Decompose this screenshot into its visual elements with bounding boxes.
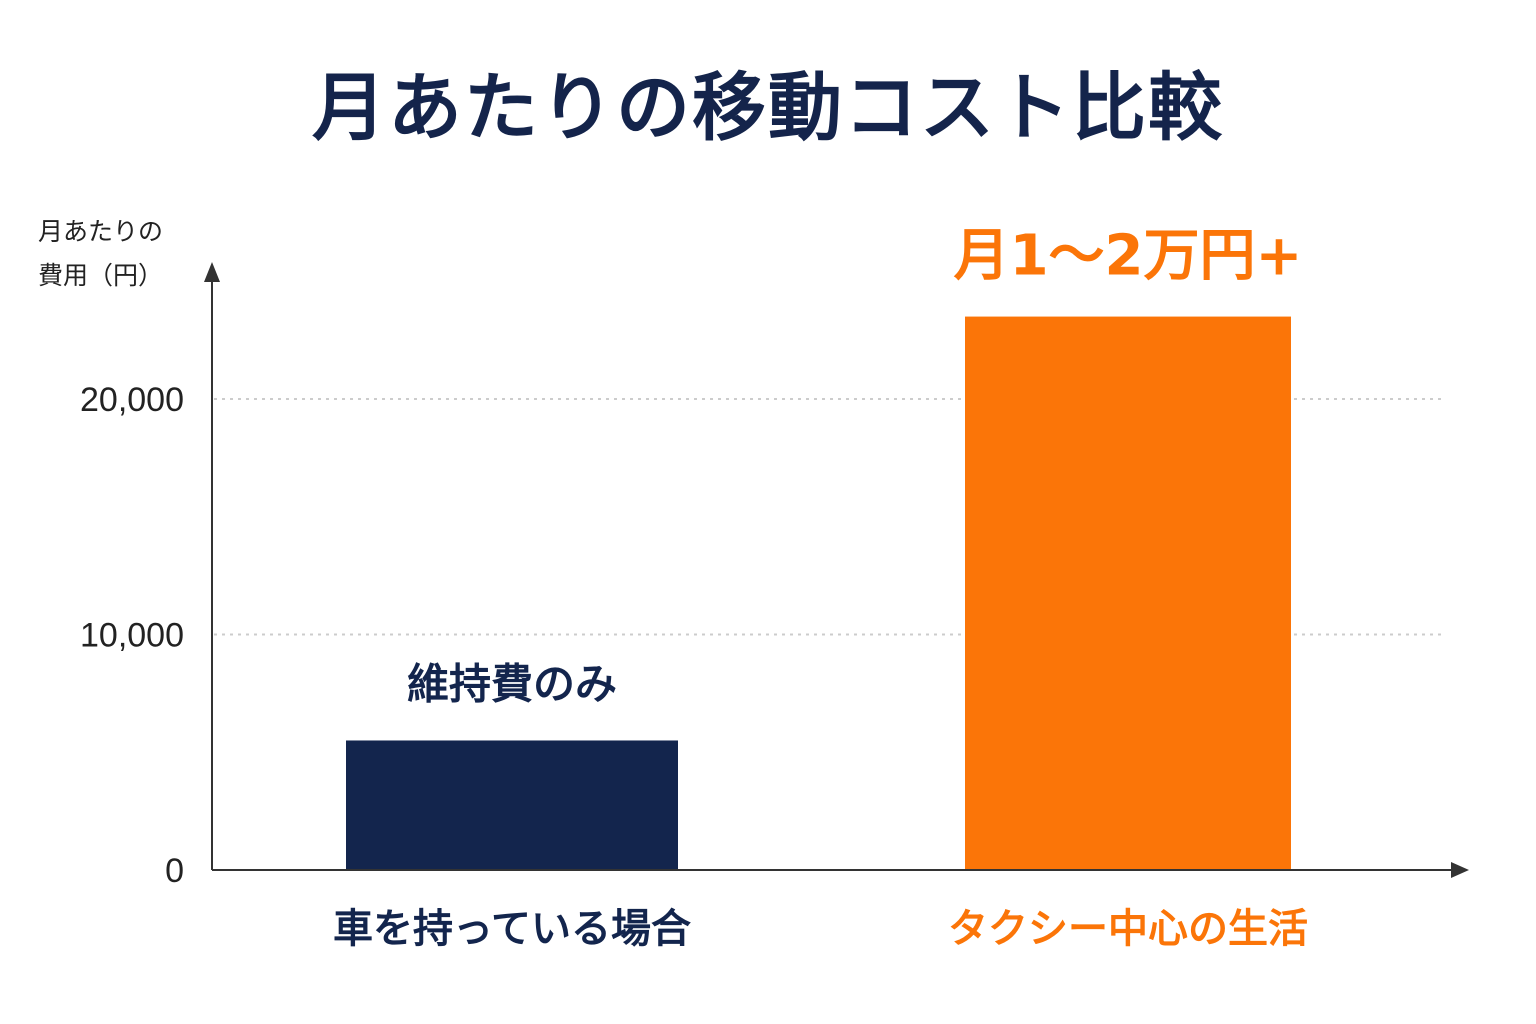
bar-annotations: 維持費のみ 月1〜2万円+ — [407, 224, 1302, 709]
bar-annotation: 月1〜2万円+ — [954, 224, 1303, 289]
axes — [204, 262, 1469, 878]
bar-annotation: 維持費のみ — [407, 659, 617, 708]
bar — [965, 316, 1291, 870]
y-tick-labels: 0 10,000 20,000 — [80, 381, 184, 890]
y-tick-label: 0 — [165, 852, 184, 890]
x-axis-arrow-icon — [1451, 862, 1469, 878]
bars — [346, 316, 1291, 870]
y-axis-label: 月あたりの 費用（円） — [38, 217, 171, 290]
y-axis-label-line-2: 費用（円） — [38, 261, 163, 290]
x-category-labels: 車を持っている場合 タクシー中心の生活 — [333, 906, 1308, 952]
y-axis-arrow-icon — [204, 262, 220, 282]
y-tick-label: 10,000 — [80, 617, 184, 655]
chart-title: 月あたりの移動コスト比較 — [312, 65, 1224, 151]
y-tick-label: 20,000 — [80, 381, 184, 419]
x-category-label: タクシー中心の生活 — [948, 906, 1308, 952]
bar — [346, 740, 678, 870]
y-axis-label-line-1: 月あたりの — [38, 217, 163, 246]
x-category-label: 車を持っている場合 — [333, 906, 691, 952]
